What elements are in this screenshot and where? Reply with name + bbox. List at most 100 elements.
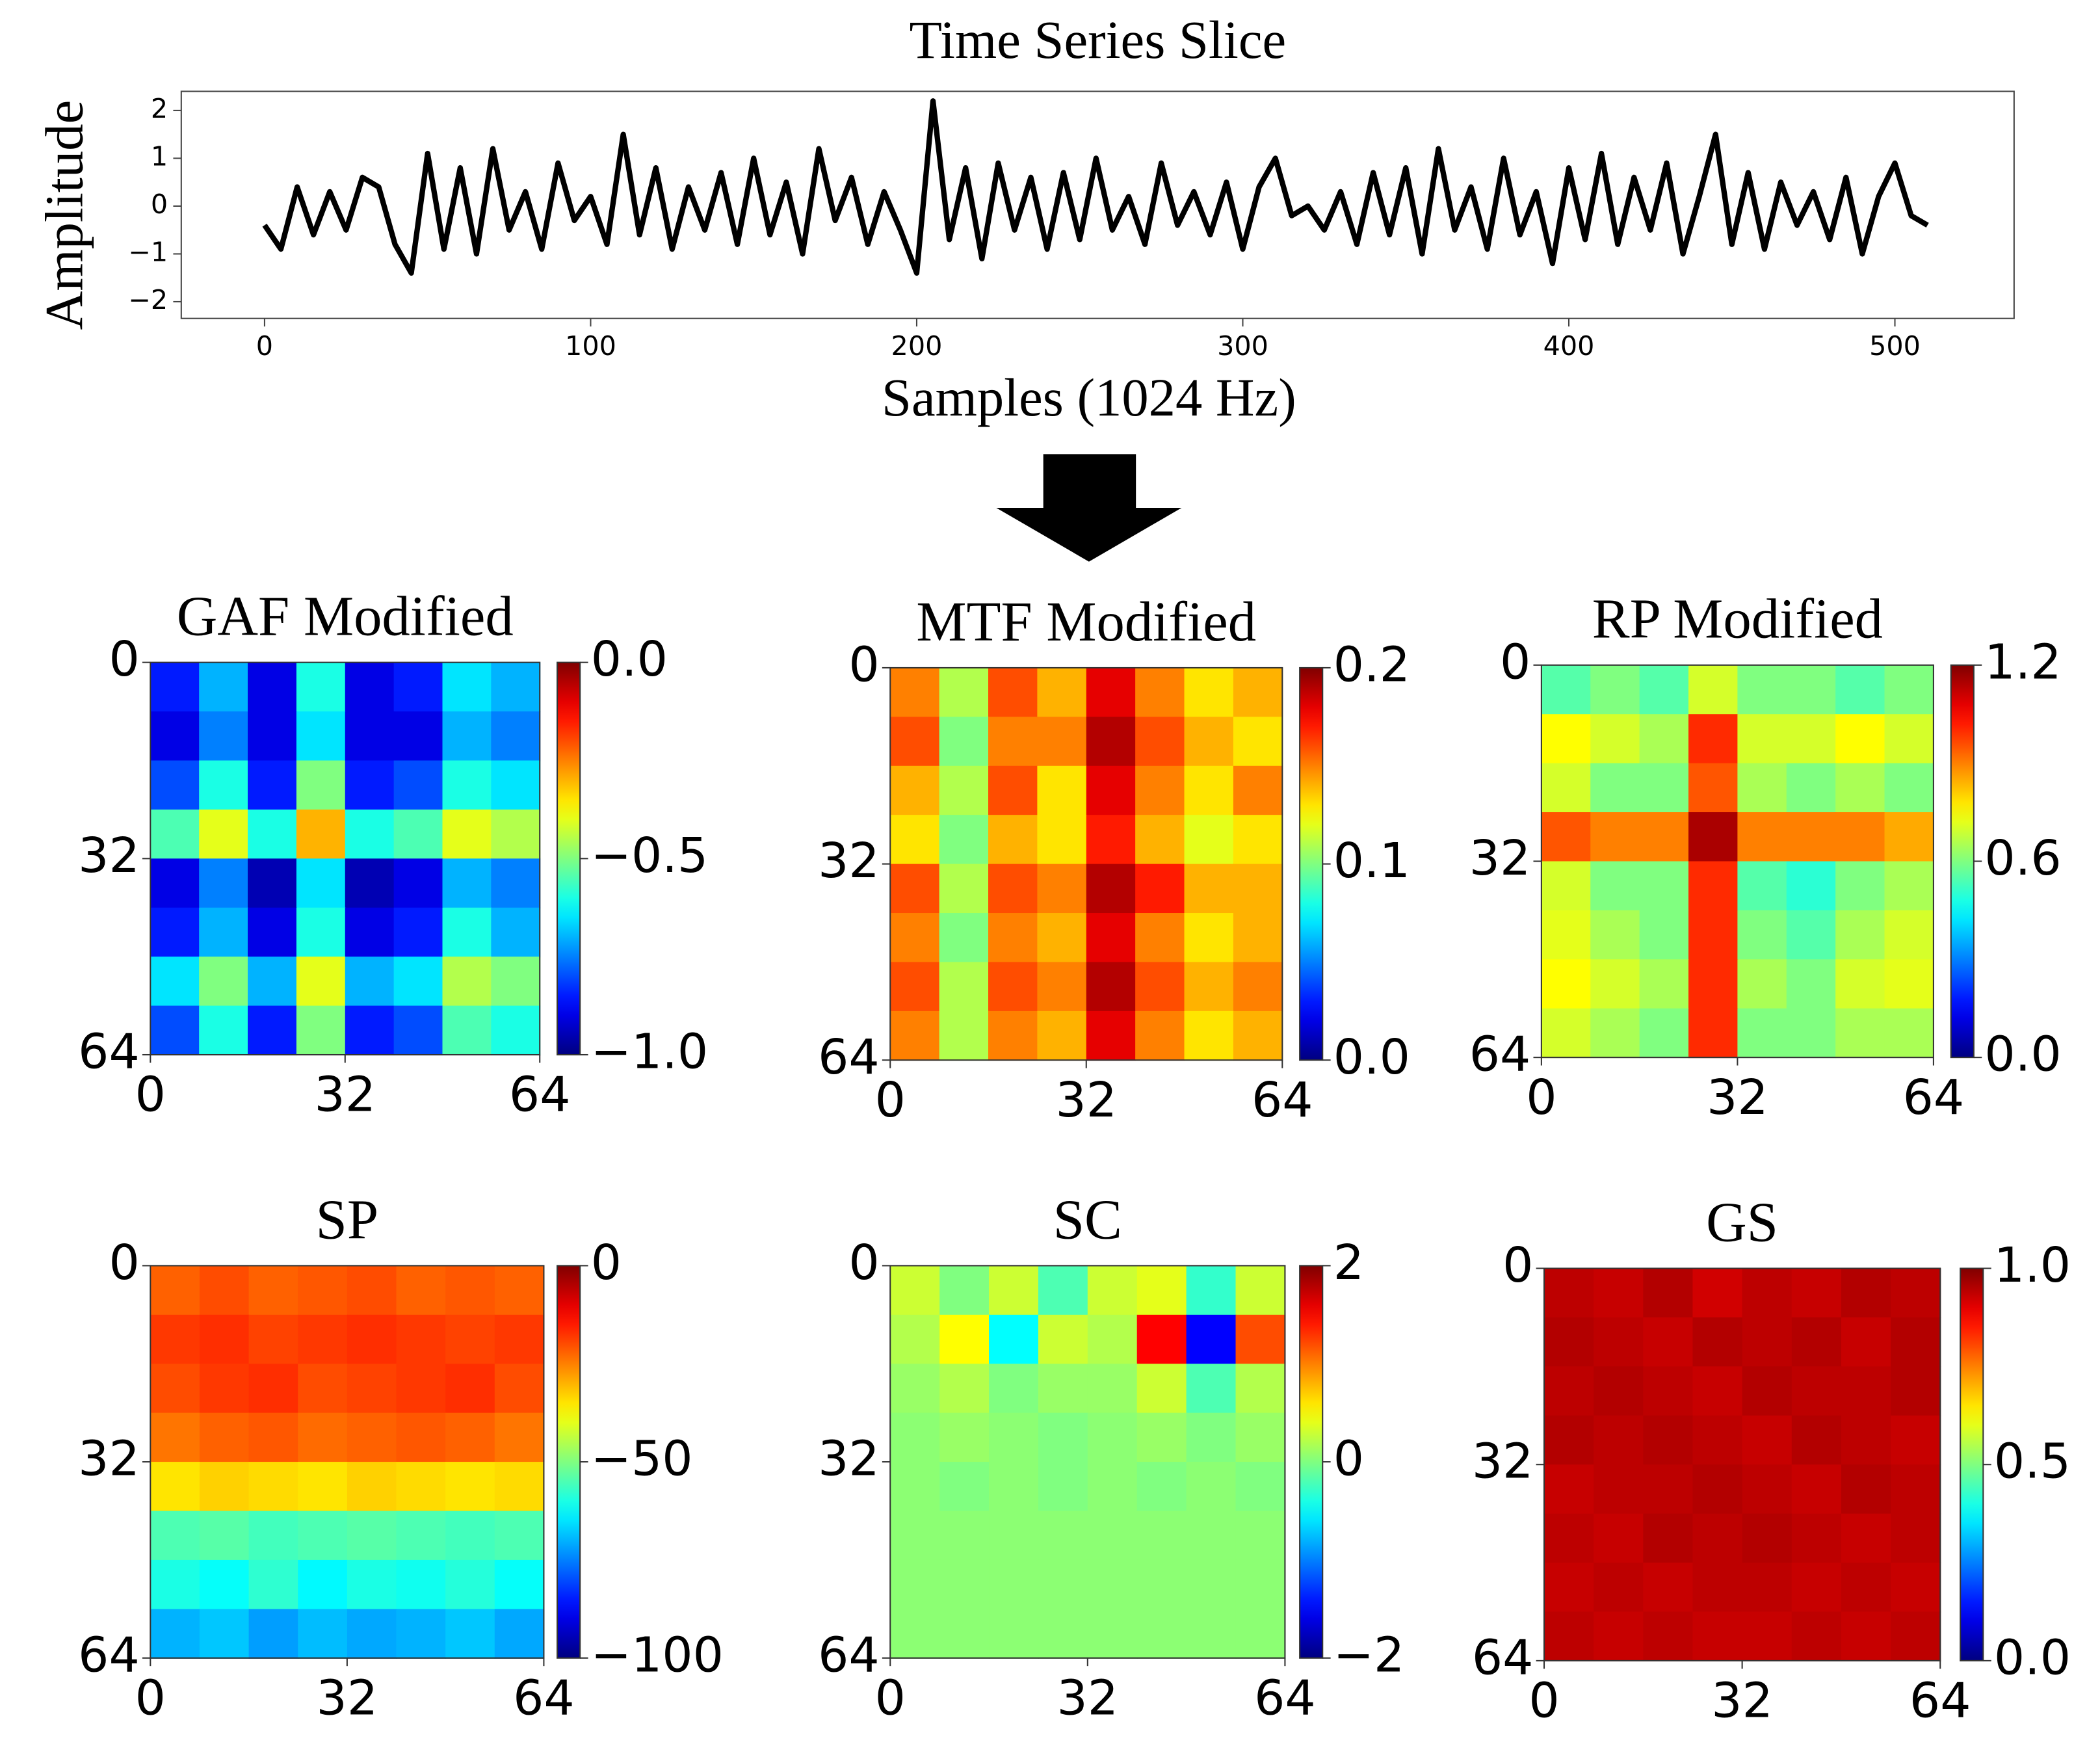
heatmap-cell	[988, 765, 1038, 816]
colorbar-tick-label: 0.6	[1984, 830, 2061, 886]
heatmap-cell	[494, 1511, 545, 1561]
heatmap-cell	[1541, 910, 1592, 960]
heatmap-cell	[1841, 1317, 1892, 1367]
x-axis-label: Samples (1024 Hz)	[882, 367, 1296, 427]
heatmap-cell	[199, 760, 249, 810]
heatmap-cell	[1791, 1464, 1842, 1514]
heatmap-cell	[1544, 1317, 1595, 1367]
y-tick-label: 0	[848, 1234, 879, 1291]
colorbar-tick-label: 0	[591, 1234, 622, 1291]
heatmap-cell	[989, 1314, 1039, 1365]
heatmap-cell	[494, 1462, 545, 1512]
heatmap-cell	[1087, 1559, 1138, 1610]
heatmap-cell	[1891, 1268, 1941, 1318]
heatmap-cell	[1544, 1513, 1595, 1564]
heatmap-cell	[890, 717, 940, 767]
heatmap-cell	[199, 1511, 250, 1561]
heatmap-cell	[150, 1609, 200, 1659]
heatmap-cell	[989, 1412, 1039, 1463]
heatmap-cell	[1884, 861, 1934, 911]
heatmap-cell	[248, 760, 297, 810]
heatmap-cell	[1544, 1611, 1595, 1661]
heatmap-cell	[1136, 1462, 1187, 1512]
heatmap-cell	[1087, 1462, 1138, 1512]
heatmap-cell	[248, 662, 297, 713]
heatmap-cell	[248, 1559, 299, 1610]
heatmap-cell	[150, 1559, 200, 1610]
heatmap-cell	[1038, 1265, 1088, 1315]
heatmap-cell	[248, 711, 297, 761]
x-tick-label: 64	[1252, 1072, 1313, 1128]
heatmap-cell	[1688, 959, 1739, 1009]
heatmap-cell	[1742, 1366, 1792, 1416]
heatmap-cell	[396, 1609, 447, 1659]
x-tick-label: 0	[256, 330, 273, 362]
heatmap-cell	[1742, 1317, 1792, 1367]
heatmap-cell	[494, 1559, 545, 1610]
heatmap-cell	[393, 957, 443, 1007]
heatmap-cell	[939, 765, 990, 816]
heatmap-cell	[1087, 1364, 1138, 1414]
heatmap-cell	[1541, 861, 1592, 911]
heatmap-cell	[1038, 1314, 1088, 1365]
heatmap-cell	[393, 711, 443, 761]
x-tick-label: 300	[1217, 330, 1268, 362]
heatmap-cell	[988, 717, 1038, 767]
heatmap-cell	[1643, 1317, 1694, 1367]
heatmap-cell	[1639, 861, 1690, 911]
heatmap-cell	[939, 1609, 990, 1659]
heatmap-cell	[890, 1559, 941, 1610]
heatmap-cell	[939, 864, 990, 914]
heatmap-cell	[1639, 1008, 1690, 1059]
colorbar	[557, 661, 581, 1056]
x-tick-label: 64	[1903, 1069, 1965, 1126]
y-axis-label: Amplitude	[34, 100, 94, 330]
heatmap-cell	[939, 1265, 990, 1315]
heatmap-cell	[1786, 665, 1837, 715]
heatmap-cell	[1737, 763, 1787, 813]
heatmap-cell	[248, 1314, 299, 1365]
x-tick-label: 0	[135, 1066, 166, 1123]
heatmap-cell	[1086, 1011, 1136, 1061]
heatmap-cell	[1688, 812, 1739, 862]
heatmap-cell	[1884, 665, 1934, 715]
heatmap-cell	[939, 962, 990, 1012]
heatmap-cell	[1692, 1415, 1743, 1466]
colorbar-tick-label: −50	[591, 1431, 693, 1487]
heatmap-cell	[298, 1609, 348, 1659]
heatmap-cell	[393, 662, 443, 713]
heatmap-cell	[396, 1511, 447, 1561]
heatmap-cell	[1544, 1563, 1595, 1613]
heatmap-cell	[1688, 910, 1739, 960]
heatmap-cell	[939, 1412, 990, 1463]
heatmap-cell	[1594, 1563, 1644, 1613]
heatmap-cell	[1884, 910, 1934, 960]
heatmap-title: RP Modified	[1592, 588, 1883, 650]
heatmap-cell	[1786, 1008, 1837, 1059]
heatmap-cell	[1184, 765, 1234, 816]
heatmap-cell	[939, 1511, 990, 1561]
heatmap-cell	[296, 662, 346, 713]
heatmap-cell	[1594, 1464, 1644, 1514]
heatmap-cell	[989, 1265, 1039, 1315]
heatmap-cell	[1742, 1268, 1792, 1318]
heatmap-cell	[1791, 1563, 1842, 1613]
heatmap-title: SP	[316, 1188, 378, 1250]
heatmap-cell	[347, 1314, 397, 1365]
heatmap-cell	[199, 809, 249, 860]
heatmap-cell	[1835, 665, 1885, 715]
heatmap-cell	[1791, 1268, 1842, 1318]
heatmap-cell	[393, 760, 443, 810]
heatmap-cell	[989, 1462, 1039, 1512]
heatmap-cell	[1086, 864, 1136, 914]
heatmap-cell	[296, 1005, 346, 1056]
colorbar-tick-label: −0.5	[591, 827, 709, 884]
y-tick-label: 0	[109, 631, 139, 687]
heatmap-cell	[1087, 1314, 1138, 1365]
heatmap-cell	[445, 1609, 495, 1659]
heatmap-cell	[345, 760, 395, 810]
heatmap-cell	[1643, 1563, 1694, 1613]
heatmap-cell	[1037, 717, 1087, 767]
heatmap-cell	[347, 1511, 397, 1561]
series-line	[262, 98, 1929, 276]
